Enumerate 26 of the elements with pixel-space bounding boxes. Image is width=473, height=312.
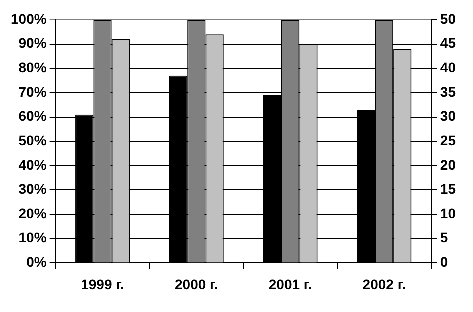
y-tick-label: 50% — [18, 132, 48, 148]
y-tick-label: 80% — [18, 60, 48, 76]
y-tick-label: 0% — [26, 254, 48, 270]
y2-tick-label: 20 — [440, 156, 456, 173]
x-tick-label: 2000 г. — [174, 276, 218, 292]
y2-tick-label: 10 — [440, 205, 456, 222]
y-tick-label: 40% — [18, 156, 48, 173]
y-tick-label: 10% — [18, 230, 48, 246]
y2-tick-label: 30 — [440, 108, 456, 124]
y2-tick-label: 40 — [440, 60, 456, 76]
y-tick-label: 20% — [18, 205, 48, 222]
y-tick-label: 100% — [10, 10, 48, 27]
y2-tick-label: 15 — [440, 181, 456, 198]
y2-tick-label: 45 — [440, 35, 456, 52]
y-tick-label: 70% — [18, 84, 48, 100]
y2-tick-label: 5 — [440, 230, 448, 246]
x-tick-label: 1999 г. — [81, 276, 124, 292]
y-tick-label: 90% — [18, 35, 48, 52]
y-tick-label: 60% — [18, 108, 48, 124]
y2-tick-label: 0 — [440, 254, 448, 270]
y2-tick-label: 50 — [440, 10, 456, 27]
y2-tick-label: 35 — [440, 84, 456, 100]
x-tick-label: 2002 г. — [362, 276, 406, 292]
y2-tick-label: 25 — [440, 132, 456, 148]
y-tick-label: 30% — [18, 181, 48, 198]
x-tick-label: 2001 г. — [268, 276, 312, 292]
